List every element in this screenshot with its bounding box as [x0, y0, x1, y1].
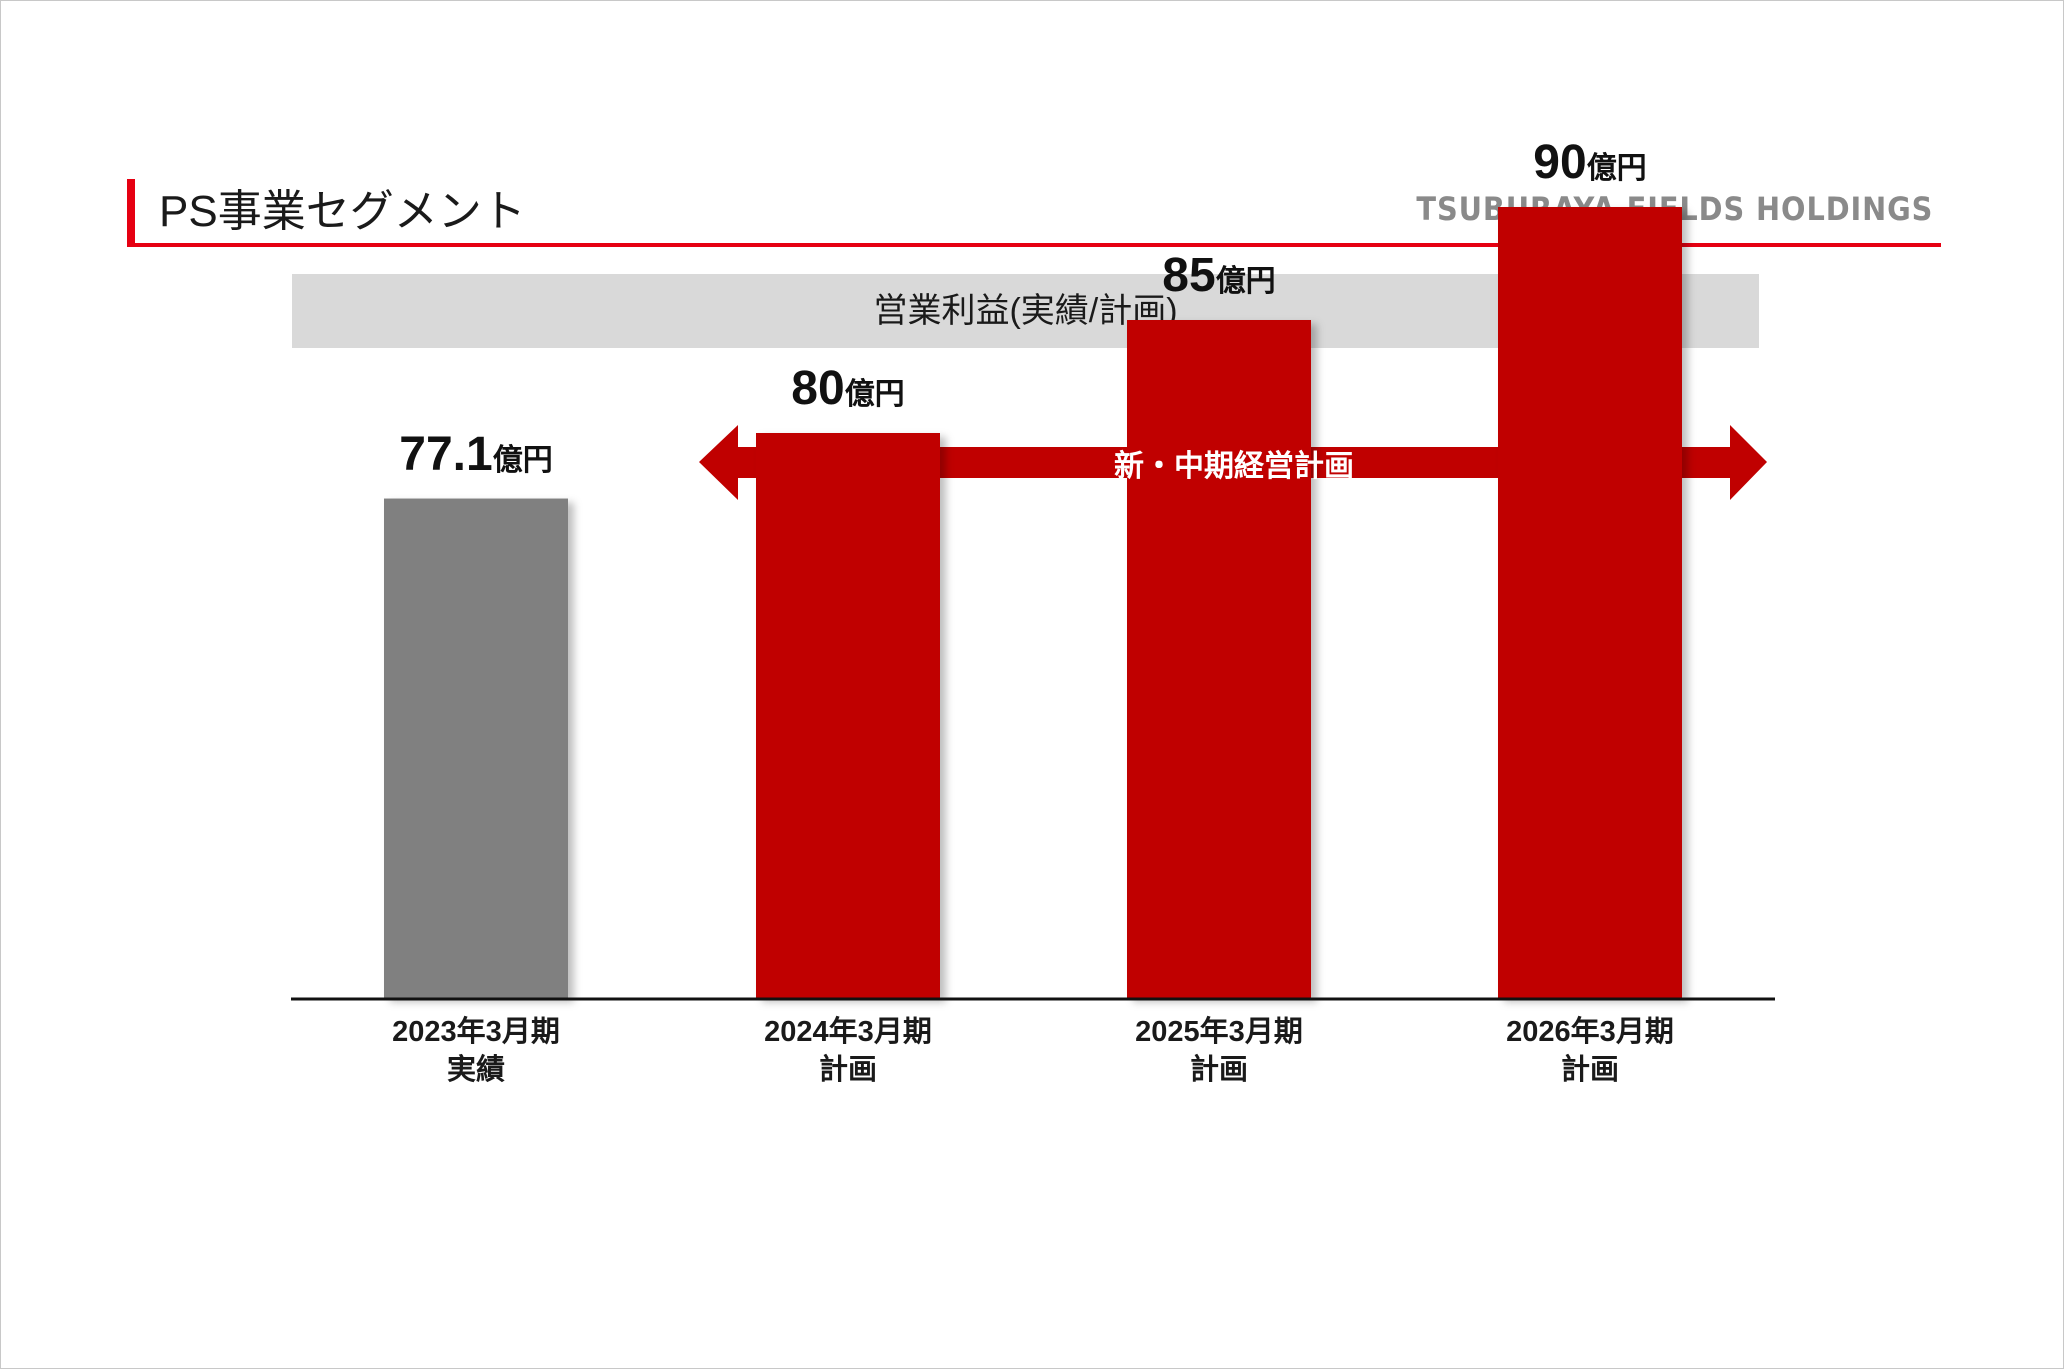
value-unit: 億円 [492, 443, 553, 477]
value-number: 85 [1162, 249, 1216, 302]
title-accent-bar [127, 179, 135, 245]
value-label-1: 77.1億円 [356, 427, 596, 482]
value-label-2: 80億円 [728, 361, 968, 416]
category-label-4: 2026年3月期 計画 [1470, 1013, 1710, 1089]
value-number: 80 [791, 362, 845, 415]
category-type: 計画 [1560, 1054, 1619, 1086]
category-label-1: 2023年3月期 実績 [356, 1013, 596, 1089]
value-unit: 億円 [1215, 265, 1276, 298]
value-label-4: 90億円 [1470, 135, 1710, 190]
value-number: 90 [1533, 136, 1587, 189]
category-period: 2025年3月期 [1135, 1016, 1303, 1048]
value-unit: 億円 [844, 378, 905, 411]
category-label-3: 2025年3月期 計画 [1099, 1013, 1339, 1089]
bar-3 [1127, 320, 1311, 998]
category-type: 計画 [1189, 1054, 1248, 1086]
category-period: 2024年3月期 [764, 1016, 932, 1048]
bar-1 [384, 498, 568, 998]
page-title: PS事業セグメント [159, 187, 526, 236]
category-period: 2026年3月期 [1506, 1016, 1674, 1048]
title-underline [127, 243, 1941, 247]
bar-2 [756, 433, 940, 998]
category-type: 計画 [818, 1054, 877, 1086]
value-label-3: 85億円 [1099, 248, 1339, 303]
bar-4 [1498, 207, 1682, 998]
mid-term-plan-label: 新・中期経営計画 [1114, 450, 1354, 483]
category-type: 実績 [446, 1054, 505, 1086]
category-period: 2023年3月期 [392, 1016, 560, 1048]
value-unit: 億円 [1586, 152, 1647, 185]
category-label-2: 2024年3月期 計画 [728, 1013, 968, 1089]
value-number: 77.1 [399, 427, 493, 481]
bars-group [384, 207, 1682, 998]
